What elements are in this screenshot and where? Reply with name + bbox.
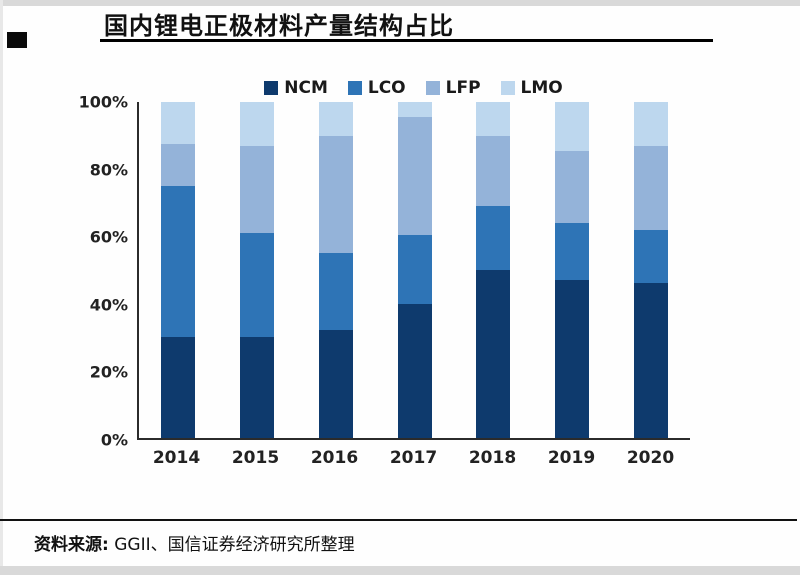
segment-ncm-2014 [161, 337, 196, 438]
x-tick-label: 2017 [389, 448, 438, 468]
x-tick-label: 2014 [152, 448, 201, 468]
legend-label: LCO [367, 78, 406, 98]
bar-2017 [375, 102, 454, 438]
bottom-edge-strip [0, 566, 800, 575]
source-line: 资料来源: GGII、国信证券经济研究所整理 [34, 530, 355, 555]
segment-lmo-2020 [633, 102, 668, 146]
segment-lmo-2018 [476, 102, 511, 136]
y-axis: 0% 20% 40% 60% 80% 100% [0, 93, 128, 450]
stacked-bar-2014 [161, 102, 196, 438]
source-divider [0, 519, 797, 521]
legend: NCM LCO LFP LMO [137, 78, 690, 98]
title-underline [100, 39, 713, 42]
stacked-bar-2018 [476, 102, 511, 438]
segment-lfp-2015 [240, 145, 275, 234]
bar-2016 [296, 102, 375, 438]
segment-lco-2014 [161, 186, 196, 338]
y-tick-label: 60% [89, 227, 128, 247]
segment-lfp-2020 [633, 145, 668, 230]
stacked-bar-2020 [633, 102, 668, 438]
segment-ncm-2016 [318, 330, 353, 438]
segment-lmo-2014 [161, 102, 196, 145]
legend-item-lmo: LMO [500, 78, 563, 98]
bar-2020 [611, 102, 690, 438]
chart-title: 国内锂电正极材料产量结构占比 [104, 12, 454, 40]
top-edge-strip [0, 0, 800, 6]
y-tick-label: 40% [89, 295, 128, 315]
segment-lco-2017 [397, 234, 432, 304]
legend-item-ncm: NCM [264, 78, 328, 98]
plot-frame [137, 102, 690, 440]
segment-lco-2020 [633, 229, 668, 284]
segment-ncm-2020 [633, 283, 668, 438]
segment-lfp-2018 [476, 135, 511, 207]
legend-swatch-ncm [264, 81, 279, 95]
source-text: GGII、国信证券经济研究所整理 [108, 535, 355, 555]
stacked-bar-2017 [397, 102, 432, 438]
bar-2018 [454, 102, 533, 438]
legend-item-lfp: LFP [425, 78, 481, 98]
legend-label: LFP [445, 78, 481, 98]
legend-label: NCM [284, 78, 328, 98]
x-tick-label: 2020 [626, 448, 675, 468]
segment-lco-2015 [240, 233, 275, 338]
stacked-bar-2015 [240, 102, 275, 438]
segment-lco-2018 [476, 206, 511, 270]
segment-ncm-2015 [240, 337, 275, 438]
legend-label: LMO [520, 78, 563, 98]
stacked-bar-2016 [318, 102, 353, 438]
y-tick-label: 20% [89, 362, 128, 382]
source-label: 资料来源: [34, 535, 109, 555]
y-tick-label: 80% [89, 160, 128, 180]
segment-lfp-2014 [161, 144, 196, 187]
bar-2015 [218, 102, 297, 438]
segment-lmo-2019 [554, 102, 589, 151]
segment-lmo-2016 [318, 102, 353, 136]
segment-lmo-2017 [397, 102, 432, 118]
segment-ncm-2018 [476, 270, 511, 438]
legend-swatch-lmo [500, 81, 515, 95]
black-marker [7, 32, 27, 48]
x-tick-label: 2018 [468, 448, 517, 468]
segment-lco-2016 [318, 253, 353, 331]
bar-2014 [139, 102, 218, 438]
segment-ncm-2019 [554, 280, 589, 438]
segment-lfp-2017 [397, 117, 432, 235]
segment-lfp-2016 [318, 135, 353, 254]
segment-lfp-2019 [554, 150, 589, 223]
x-tick-label: 2016 [310, 448, 359, 468]
left-edge-strip [0, 0, 3, 575]
segment-lco-2019 [554, 222, 589, 281]
plot-area [139, 102, 690, 438]
legend-swatch-lfp [425, 81, 440, 95]
segment-ncm-2017 [397, 303, 432, 438]
legend-item-lco: LCO [347, 78, 406, 98]
bar-2019 [533, 102, 612, 438]
stacked-bar-2019 [554, 102, 589, 438]
segment-lmo-2015 [240, 102, 275, 146]
x-axis-labels: 2014 2015 2016 2017 2018 2019 2020 [137, 448, 690, 468]
y-tick-label: 0% [100, 430, 128, 450]
legend-swatch-lco [347, 81, 362, 95]
y-tick-label: 100% [78, 92, 128, 112]
x-tick-label: 2019 [547, 448, 596, 468]
x-tick-label: 2015 [231, 448, 280, 468]
